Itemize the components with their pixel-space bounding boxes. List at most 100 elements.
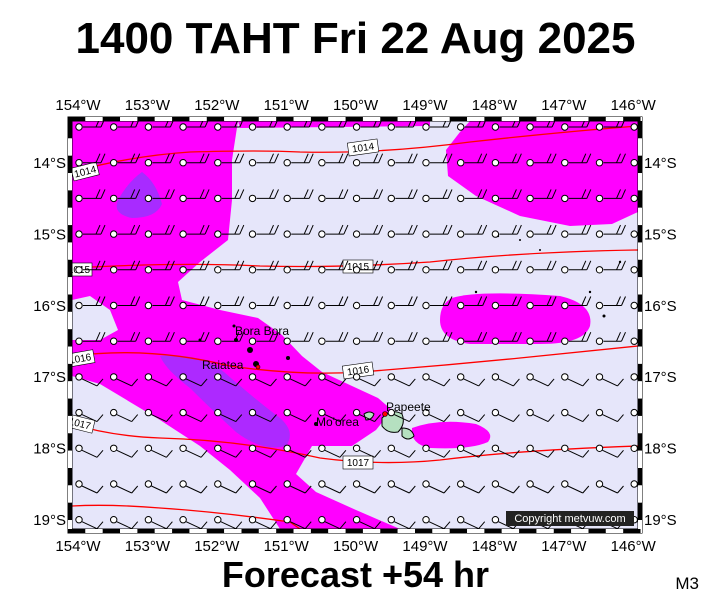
wind-barb: [283, 296, 314, 310]
wind-barb: [144, 121, 174, 131]
wind-barb: [179, 296, 210, 310]
wind-barb: [561, 373, 590, 387]
lat-tick-left: 18°S: [33, 441, 66, 458]
wind-barb: [526, 480, 555, 494]
wind-barb: [595, 331, 626, 345]
wind-barb: [422, 408, 451, 423]
wind-barb: [179, 480, 208, 494]
wind-barb: [595, 121, 625, 131]
lon-tick-top: 148°W: [472, 97, 518, 114]
wind-barb: [387, 444, 416, 458]
wind-barb: [457, 373, 486, 387]
wind-barb: [526, 296, 557, 310]
lon-tick-bottom: 148°W: [472, 538, 518, 555]
lon-tick-top: 149°W: [402, 97, 448, 114]
wind-barb: [283, 408, 312, 423]
wind-barb: [422, 444, 451, 458]
wind-barb: [248, 153, 279, 167]
wind-barb: [144, 189, 175, 203]
wind-barb: [283, 121, 313, 131]
wind-barb: [387, 373, 416, 387]
wind-barb: [75, 331, 106, 345]
wind-barb: [75, 516, 104, 529]
wind-barb: [318, 296, 349, 310]
wind-barb: [75, 153, 106, 167]
wind-barb: [179, 331, 210, 345]
wind-barb: [352, 444, 381, 458]
lat-tick-right: 16°S: [644, 298, 677, 315]
rain-tahiti: [411, 421, 491, 449]
rain-core-north: [116, 172, 162, 218]
wind-barb: [457, 516, 486, 529]
svg-text:1016: 1016: [346, 364, 370, 378]
wind-barb: [457, 153, 488, 167]
lat-tick-right: 18°S: [644, 441, 677, 458]
wind-barb: [526, 224, 557, 238]
wind-barb: [75, 444, 104, 458]
wind-barb: [630, 123, 638, 131]
wind-barb: [595, 189, 626, 203]
wind-barb: [491, 121, 521, 131]
lon-tick-bottom: 149°W: [402, 538, 448, 555]
wind-barb: [422, 153, 453, 167]
wind-barb: [248, 516, 277, 529]
svg-text:1017: 1017: [347, 458, 370, 469]
wind-barb: [144, 516, 173, 529]
wind-barb: [248, 373, 277, 387]
wind-barb: [352, 224, 384, 238]
wind-barb: [526, 408, 555, 423]
wind-barb: [457, 408, 486, 423]
lon-tick-bottom: 153°W: [125, 538, 171, 555]
svg-text:1014: 1014: [351, 141, 375, 155]
wind-barb: [214, 189, 245, 203]
latitude-labels-left: 14°S 15°S 16°S 17°S 18°S 19°S: [33, 155, 66, 529]
wind-barb: [387, 260, 418, 274]
isobar-label-1016b: 1016: [68, 349, 96, 368]
wind-barb: [526, 153, 557, 167]
wind-barb: [526, 444, 555, 458]
wind-barb: [318, 444, 347, 458]
lat-tick-left: 15°S: [33, 226, 66, 243]
svg-text:1014: 1014: [73, 164, 98, 180]
lon-tick-bottom: 151°W: [264, 538, 310, 555]
wind-barb: [561, 260, 592, 274]
wind-barb: [179, 260, 210, 274]
lat-tick-left: 17°S: [33, 369, 66, 386]
wind-barb: [561, 189, 592, 203]
wind-barb: [110, 408, 139, 423]
wind-barb: [179, 189, 210, 203]
wind-barb: [491, 373, 520, 387]
wind-barb: [318, 516, 347, 529]
wind-barb: [491, 444, 520, 458]
longitude-labels-top: 154°W 153°W 152°W 151°W 150°W 149°W 148°W 147°W…: [55, 97, 656, 114]
lon-tick-bottom: 146°W: [611, 538, 657, 555]
wind-barb: [387, 121, 417, 131]
lat-tick-left: 16°S: [33, 298, 66, 315]
wind-barb: [179, 516, 208, 529]
wind-barb: [318, 260, 349, 274]
wind-barb: [387, 331, 418, 345]
wind-barb: [457, 331, 488, 345]
lon-tick-top: 153°W: [125, 97, 171, 114]
wind-barb: [318, 224, 349, 238]
svg-text:1016: 1016: [68, 352, 92, 367]
wind-barb: [110, 373, 139, 387]
wind-barb: [630, 301, 638, 310]
lon-tick-top: 146°W: [611, 97, 657, 114]
wind-barb: [248, 480, 277, 494]
wind-barb: [526, 121, 556, 131]
wind-barb: [491, 189, 522, 203]
lon-tick-top: 150°W: [333, 97, 379, 114]
islands: [198, 234, 622, 426]
isobar-label-1014b: 1014: [72, 161, 100, 182]
wind-barb: [144, 444, 173, 458]
wind-barb: [387, 516, 416, 529]
wind-barb: [595, 153, 626, 167]
wind-barb: [248, 260, 279, 274]
wind-barb: [179, 408, 208, 423]
wind-barb: [630, 230, 638, 238]
wind-barb: [248, 444, 277, 458]
rain-east-oval: [440, 293, 591, 344]
model-tag: M3: [675, 574, 699, 593]
lon-tick-bottom: 150°W: [333, 538, 379, 555]
